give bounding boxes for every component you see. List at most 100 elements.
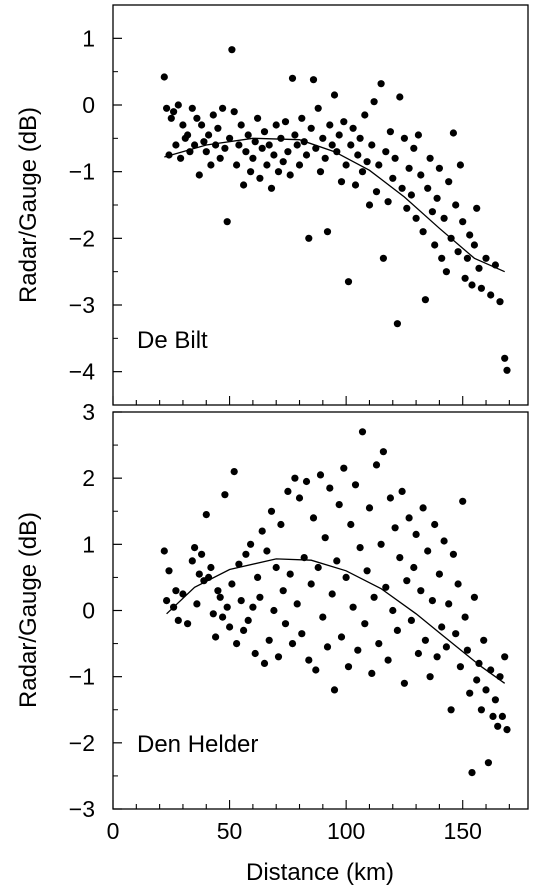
data-point (440, 214, 448, 222)
data-point (442, 268, 450, 276)
data-point (440, 537, 448, 545)
data-point (291, 131, 299, 139)
data-point (496, 298, 504, 306)
data-point (400, 679, 408, 687)
data-point (344, 278, 353, 286)
data-point (298, 630, 306, 638)
data-point (391, 524, 399, 532)
data-point (284, 148, 292, 156)
data-point (165, 567, 173, 575)
data-point (193, 600, 201, 608)
data-point (431, 241, 439, 249)
data-point (433, 653, 441, 661)
data-point (167, 114, 175, 122)
data-point (361, 111, 369, 119)
data-point (337, 633, 346, 641)
data-point (400, 134, 408, 142)
data-point (351, 481, 360, 489)
data-point (403, 577, 411, 585)
data-point (295, 494, 304, 502)
y-axis-title-de-bilt: Radar/Gauge (dB) (15, 107, 42, 303)
y-axis-den-helder: 3 2 1 0 −1 −2 −3 (69, 399, 122, 822)
data-point (258, 527, 266, 535)
data-point (417, 171, 425, 179)
data-point (473, 676, 481, 684)
data-point (428, 597, 436, 605)
data-point (491, 696, 499, 704)
data-point (205, 131, 213, 139)
y-tick-label: −3 (69, 292, 95, 318)
data-point (300, 554, 308, 562)
data-point (277, 134, 285, 142)
data-point (330, 686, 339, 694)
data-point (312, 666, 320, 674)
y-tick-label: −3 (69, 796, 95, 822)
data-point (307, 124, 315, 132)
data-point (382, 583, 390, 591)
data-point (302, 151, 311, 159)
data-point (281, 620, 290, 628)
data-point (384, 656, 392, 664)
panel-den-helder: 3 2 1 0 −1 −2 −3 0 50 100 150 Den Helder (69, 399, 529, 844)
data-point (249, 154, 257, 162)
data-point (237, 121, 245, 129)
data-point (407, 616, 415, 625)
data-point (307, 580, 315, 588)
data-point (319, 613, 327, 621)
data-point (494, 722, 502, 730)
data-point (475, 659, 483, 668)
data-point (454, 580, 462, 588)
data-point (377, 540, 385, 548)
y-tick-label: 1 (82, 25, 95, 51)
data-point (361, 620, 369, 628)
data-point (226, 623, 234, 631)
data-point (270, 151, 278, 159)
data-point (356, 544, 364, 552)
data-point (160, 547, 168, 555)
data-point (501, 653, 509, 661)
data-point (426, 673, 434, 681)
data-point (247, 540, 255, 548)
data-point (382, 148, 390, 156)
data-point (377, 80, 385, 88)
data-point (326, 121, 334, 129)
data-point (279, 587, 287, 595)
data-point (424, 184, 432, 192)
data-point (314, 563, 322, 572)
data-point (340, 464, 348, 472)
data-point (419, 504, 427, 512)
data-point (459, 218, 467, 226)
data-point (260, 128, 269, 136)
data-point (421, 636, 429, 644)
data-point (463, 254, 471, 262)
data-point (386, 128, 394, 136)
data-point (389, 606, 397, 615)
data-point (321, 154, 329, 162)
data-point (393, 320, 401, 328)
data-point (370, 98, 378, 106)
data-point (179, 590, 187, 598)
data-point (435, 570, 443, 578)
y-tick-label: 2 (82, 465, 95, 491)
data-point (487, 291, 495, 299)
data-point (274, 653, 283, 661)
data-point (179, 121, 187, 129)
data-point (163, 104, 171, 112)
data-point (309, 76, 318, 84)
data-point (372, 461, 381, 469)
data-point (396, 554, 404, 562)
data-point (349, 124, 357, 132)
data-point (323, 228, 332, 236)
data-point (333, 557, 341, 565)
data-point (410, 563, 418, 572)
data-point (337, 178, 346, 186)
data-point (398, 184, 406, 192)
y-axis-title-den-helder: Radar/Gauge (dB) (15, 512, 42, 708)
data-point (342, 161, 350, 169)
data-point (254, 573, 262, 582)
data-point (356, 134, 364, 142)
data-point (470, 593, 478, 601)
data-point (475, 264, 483, 272)
panel-label-den-helder: Den Helder (137, 731, 258, 758)
data-point (277, 520, 285, 529)
